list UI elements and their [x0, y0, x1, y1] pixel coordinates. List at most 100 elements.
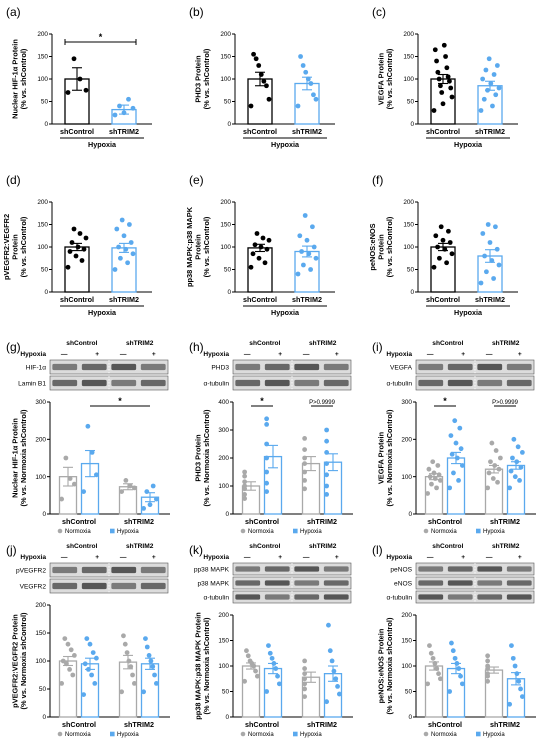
legend-marker-hypoxia: [293, 528, 298, 534]
data-point: [71, 481, 77, 487]
panel-letter: (i): [372, 340, 383, 354]
y-axis-title: PHD3 Protein: [194, 434, 203, 482]
data-point: [302, 469, 308, 475]
data-point: [483, 67, 489, 73]
data-point: [333, 676, 339, 682]
y-tick-label: 100: [220, 244, 231, 251]
data-point: [478, 280, 484, 286]
data-point: [86, 667, 91, 672]
category-label: shControl: [60, 295, 94, 304]
blot-plus-label: +: [335, 554, 339, 561]
legend-normoxia: Normoxia: [431, 529, 457, 535]
data-point: [507, 485, 513, 491]
legend-normoxia: Normoxia: [431, 732, 457, 738]
y-tick-label: 200: [218, 455, 229, 462]
data-point: [261, 78, 267, 84]
y-tick-label: 100: [403, 244, 414, 251]
y-tick-label: 200: [401, 612, 412, 619]
legend-marker-normoxia: [240, 528, 246, 534]
data-point: [485, 678, 491, 684]
blot-band: [52, 582, 78, 590]
bar: [80, 663, 100, 718]
data-point: [251, 51, 256, 57]
legend-hypoxia: Hypoxia: [117, 732, 139, 738]
panel-a: (a) Nuclear HIF-1α Protein (% vs. shContro…: [6, 5, 152, 149]
blot-band: [111, 566, 137, 574]
legend-marker-hypoxia: [476, 528, 481, 534]
data-point: [244, 648, 249, 654]
y-tick-label: 200: [218, 612, 229, 619]
data-point: [427, 474, 433, 480]
category-label: shTRIM2: [307, 720, 337, 729]
data-point: [438, 224, 444, 230]
data-point: [153, 496, 159, 502]
blot-band: [418, 566, 444, 572]
data-point: [126, 96, 131, 102]
data-point: [431, 264, 437, 270]
data-point: [482, 253, 487, 259]
data-point: [301, 262, 306, 268]
data-point: [458, 673, 463, 679]
blot-band: [81, 363, 107, 371]
data-point: [440, 237, 446, 243]
data-point: [247, 658, 253, 664]
data-point: [59, 496, 65, 502]
blot-band: [111, 379, 137, 387]
data-point: [121, 233, 127, 239]
data-point: [485, 222, 491, 227]
data-point: [112, 267, 118, 272]
data-point: [436, 76, 442, 82]
data-point: [512, 663, 518, 669]
y-tick-label: 200: [220, 31, 231, 38]
panel-letter: (g): [6, 340, 21, 354]
data-point: [264, 489, 270, 494]
data-point: [267, 650, 273, 656]
legend-normoxia: Normoxia: [65, 732, 91, 738]
blot-plus-label: +: [461, 351, 465, 358]
blot-band: [235, 580, 261, 586]
data-point: [65, 641, 71, 647]
y-tick-label: 0: [410, 121, 414, 128]
data-point: [493, 224, 498, 230]
data-point: [269, 655, 275, 661]
data-point: [459, 681, 465, 687]
y-tick-label: 150: [220, 222, 231, 229]
data-point: [510, 455, 515, 461]
data-point: [432, 47, 438, 53]
data-point: [302, 658, 308, 664]
data-point: [250, 251, 256, 257]
data-point: [242, 473, 248, 479]
data-point: [492, 463, 498, 468]
data-point: [310, 224, 315, 230]
data-point: [311, 244, 317, 250]
data-point: [326, 622, 331, 628]
panel-l: (l) shControl shTRIM2 Hypoxia — + — + peNOS eNOS α…: [372, 543, 536, 738]
data-point: [264, 422, 270, 427]
blot-band: [264, 594, 290, 600]
blot-label: HIF-1α: [26, 364, 46, 371]
blot-band: [323, 363, 349, 371]
condition-label: Hypoxia: [454, 140, 483, 149]
data-point: [264, 441, 270, 447]
data-point: [112, 112, 118, 118]
blot-band: [111, 582, 137, 590]
data-point: [302, 681, 308, 687]
data-point: [496, 85, 502, 91]
data-point: [83, 87, 89, 93]
data-point: [433, 233, 439, 239]
y-tick-label: 100: [35, 474, 46, 481]
blot-band: [235, 379, 261, 387]
data-point: [63, 455, 69, 461]
data-point: [242, 496, 248, 501]
y-tick-label: 50: [224, 99, 232, 106]
blot-band: [323, 580, 349, 586]
data-point: [305, 76, 311, 82]
y-axis-title: (% vs. shControl): [385, 216, 394, 277]
data-point: [324, 492, 330, 497]
data-point: [313, 255, 319, 261]
data-point: [459, 463, 465, 468]
data-point: [437, 478, 443, 483]
data-point: [439, 90, 445, 95]
data-point: [254, 673, 260, 679]
category-label: shControl: [426, 295, 460, 304]
